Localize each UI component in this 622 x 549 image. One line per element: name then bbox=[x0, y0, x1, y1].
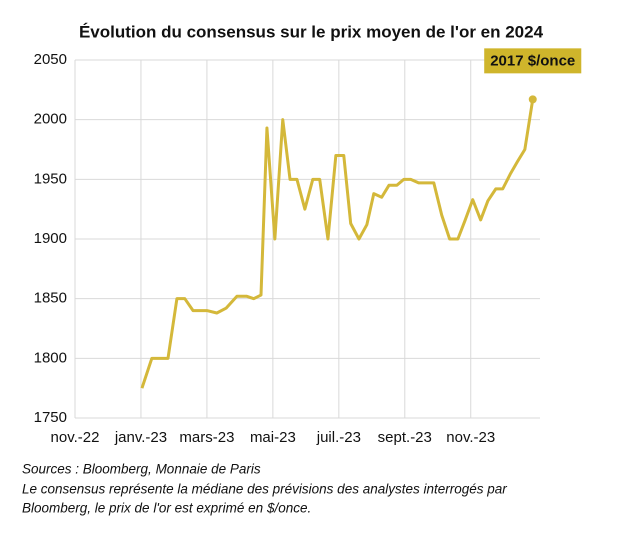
x-tick-label: sept.-23 bbox=[378, 429, 432, 446]
annotation: 2017 $/once bbox=[484, 48, 582, 74]
y-tick-label: 1900 bbox=[34, 230, 67, 247]
x-tick-label: janv.-23 bbox=[114, 429, 167, 446]
y-tick-label: 1750 bbox=[34, 409, 67, 426]
line bbox=[140, 99, 535, 389]
x-tick-label: juil.-23 bbox=[316, 429, 361, 446]
y-tick-label: 2050 bbox=[34, 51, 67, 68]
x-tick-label: mai-23 bbox=[250, 429, 296, 446]
annotation-text: 2017 $/once bbox=[490, 52, 575, 69]
note-line: Le consensus représente la médiane des p… bbox=[22, 482, 507, 497]
chart-title: Évolution du consensus sur le prix moyen… bbox=[79, 22, 544, 41]
y-tick-label: 2000 bbox=[34, 111, 67, 128]
y-tick-label: 1950 bbox=[34, 170, 67, 187]
y-tick-label: 1850 bbox=[34, 290, 67, 307]
annotation-box bbox=[484, 48, 582, 74]
end-point bbox=[528, 95, 537, 104]
x-tick-label: nov.-23 bbox=[446, 429, 495, 446]
source: Sources : Bloomberg, Monnaie de Paris bbox=[22, 462, 261, 477]
y-tick-label: 1800 bbox=[34, 349, 67, 366]
note-line: Bloomberg, le prix de l'or est exprimé e… bbox=[22, 501, 311, 516]
x-tick-label: nov.-22 bbox=[51, 429, 100, 446]
x-tick-label: mars-23 bbox=[179, 429, 234, 446]
